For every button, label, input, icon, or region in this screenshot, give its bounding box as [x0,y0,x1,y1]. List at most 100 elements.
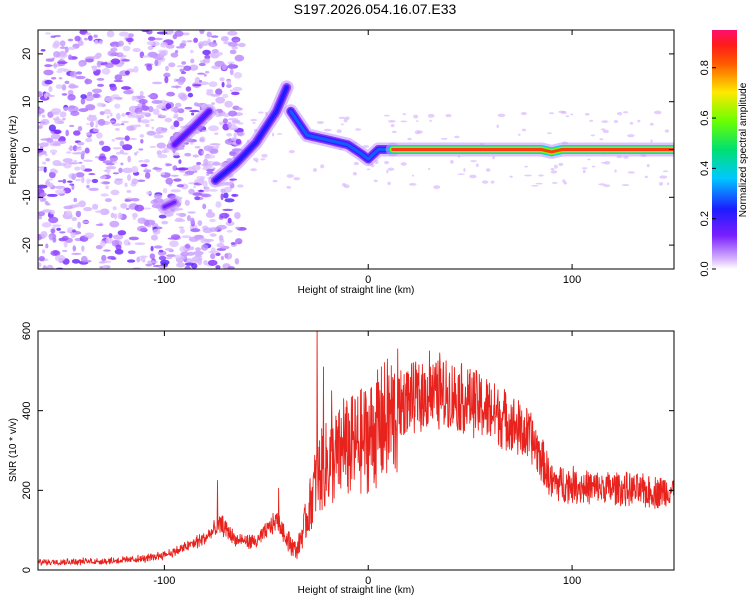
spectrogram-noise-blob [85,132,91,136]
spectrogram-noise-blob [137,117,142,123]
spectrogram-noise-blob [209,227,218,232]
spectrogram-noise-blob [237,184,244,188]
spectrogram-noise-blob [38,255,45,262]
x-tick-label: -100 [153,575,175,587]
spectrogram-noise-blob [604,161,611,165]
spectrogram-noise-blob [97,69,101,74]
spectrogram-noise-blob [75,179,82,181]
spectrogram-noise-blob [120,123,125,126]
spectrogram-noise-blob [62,117,66,121]
spectrogram-noise-blob [41,115,46,118]
spectrogram-noise-blob [193,185,196,189]
spectrogram-noise-blob [88,173,96,176]
spectrogram-noise-blob [197,258,202,266]
spectrogram-noise-blob [227,30,238,36]
spectrogram-noise-blob [201,244,209,251]
spectrogram-noise-blob [62,179,67,184]
spectrogram-noise-blob [524,174,532,177]
spectrogram-noise-blob [146,260,158,264]
spectrogram-noise-blob [166,91,176,97]
spectrogram-noise-blob [101,67,111,75]
spectrogram-noise-blob [400,120,408,123]
spectrogram-noise-blob [101,265,111,269]
spectrogram-noise-blob [154,37,163,41]
spectrogram-noise-blob [85,137,93,143]
spectrogram-noise-blob [117,212,123,220]
spectrogram-noise-blob [203,260,208,266]
spectrogram-noise-blob [114,137,126,140]
spectrogram-noise-blob [221,35,229,42]
spectrogram-noise-blob [77,141,85,146]
spectrogram-noise-blob [154,59,159,67]
spectrogram-noise-blob [161,149,167,154]
spectrogram-noise-blob [91,178,99,184]
spectrogram-noise-blob [110,58,121,65]
spectrogram-noise-blob [352,171,357,176]
x-tick-label: 100 [563,274,581,286]
spectrogram-noise-blob [158,51,167,57]
spectrogram-noise-blob [199,136,206,143]
spectrogram-noise-blob [138,159,145,163]
spectrogram-noise-blob [202,49,211,56]
spectrogram-noise-blob [99,111,105,116]
colorbar-tick-label: 0.8 [699,60,711,75]
spectrogram-noise-blob [230,241,236,245]
spectrogram-noise-blob [62,249,68,253]
spectrogram-noise-blob [235,238,243,245]
spectrogram-noise-blob [176,65,185,68]
spectrogram-noise-blob [142,55,150,58]
spectrogram-noise-blob [547,132,552,135]
spectrogram-noise-blob [134,204,145,212]
spectrogram-noise-blob [140,111,147,116]
spectrogram-noise-blob [373,179,378,183]
colorbar-tick-label: 0.0 [699,261,711,276]
spectrogram-noise-blob [50,108,62,114]
spectrogram-noise-blob [115,151,122,155]
spectrogram-noise-blob [146,130,157,136]
spectrogram-noise-blob [433,185,441,190]
spectrogram-noise-blob [392,130,397,134]
spectrogram-noise-blob [45,158,51,162]
spectrogram-noise-blob [208,41,218,47]
spectrogram-noise-blob [120,162,124,166]
spectrogram-noise-blob [71,229,76,233]
spectrogram-noise-blob [74,35,81,42]
spectrogram-noise-blob [174,49,179,54]
spectrogram-noise-blob [158,129,163,132]
spectrogram-noise-blob [190,112,195,116]
spectrogram-noise-blob [92,93,100,99]
spectrogram-noise-blob [127,174,132,181]
spectrogram-noise-blob [659,182,664,186]
spectrogram-noise-blob [209,253,216,260]
spectrogram-noise-blob [105,185,109,190]
spectrogram-noise-blob [193,250,204,256]
colorbar: 0.0 0.2 0.4 0.6 0.8 Normalized spectral ampl… [699,30,749,277]
spectrogram-noise-blob [184,199,190,206]
spectrogram-noise-blob [250,118,258,122]
spectrogram-noise-blob [112,206,117,211]
spectrogram-noise-blob [181,61,187,65]
spectrogram-noise-blob [163,72,171,78]
spectrogram-noise-blob [206,170,214,175]
spectrogram-noise-blob [64,80,70,85]
spectrogram-noise-blob [100,181,104,184]
spectrogram-noise-blob [215,265,221,269]
spectrogram-noise-blob [228,110,238,117]
spectrogram-noise-blob [293,177,301,181]
spectrogram-noise-blob [132,48,141,53]
spectrogram-noise-blob [95,210,106,214]
spectrogram-noise-blob [143,169,152,173]
spectrogram-noise-blob [89,179,93,182]
spectrogram-noise-blob [59,162,67,167]
spectrogram-noise-blob [82,220,89,224]
spectrogram-noise-blob [81,245,85,252]
spectrogram-noise-blob [54,169,59,174]
spectrogram-noise-blob [206,89,214,92]
spectrogram-noise-blob [206,160,213,163]
spectrogram-noise-blob [42,209,52,213]
spectrogram-noise-blob [121,113,126,117]
spectrogram-noise-blob [98,261,106,264]
spectrogram-noise-blob [59,231,66,234]
spectrogram-noise-blob [66,151,72,154]
